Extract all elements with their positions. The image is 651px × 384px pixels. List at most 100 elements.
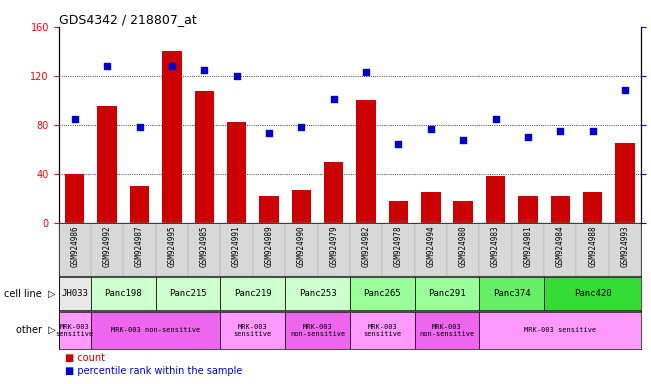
Bar bbox=[162, 51, 182, 223]
Bar bbox=[259, 196, 279, 223]
Text: Panc198: Panc198 bbox=[105, 289, 142, 298]
Point bbox=[102, 63, 113, 69]
Text: GSM924993: GSM924993 bbox=[620, 225, 630, 267]
Text: GSM924979: GSM924979 bbox=[329, 225, 339, 267]
Bar bbox=[518, 196, 538, 223]
Text: GSM924992: GSM924992 bbox=[103, 225, 111, 267]
Bar bbox=[285, 223, 318, 276]
Bar bbox=[551, 196, 570, 223]
Bar bbox=[479, 277, 544, 310]
Bar bbox=[382, 223, 415, 276]
Bar bbox=[195, 91, 214, 223]
Text: GSM924982: GSM924982 bbox=[361, 225, 370, 267]
Point bbox=[296, 124, 307, 130]
Text: cell line  ▷: cell line ▷ bbox=[4, 289, 55, 299]
Bar bbox=[415, 312, 479, 349]
Bar bbox=[227, 122, 246, 223]
Text: ■ percentile rank within the sample: ■ percentile rank within the sample bbox=[65, 366, 242, 376]
Bar bbox=[350, 223, 382, 276]
Point bbox=[393, 141, 404, 147]
Text: ■ count: ■ count bbox=[65, 353, 105, 363]
Bar bbox=[350, 277, 415, 310]
Bar bbox=[415, 277, 479, 310]
Text: GDS4342 / 218807_at: GDS4342 / 218807_at bbox=[59, 13, 197, 26]
Text: MRK-003 non-sensitive: MRK-003 non-sensitive bbox=[111, 327, 201, 333]
Bar bbox=[65, 174, 85, 223]
Bar bbox=[479, 223, 512, 276]
Text: Panc265: Panc265 bbox=[363, 289, 401, 298]
Bar bbox=[318, 223, 350, 276]
Text: GSM924983: GSM924983 bbox=[491, 225, 500, 267]
Point bbox=[361, 69, 371, 75]
Text: GSM924995: GSM924995 bbox=[167, 225, 176, 267]
Bar bbox=[454, 201, 473, 223]
Text: GSM924981: GSM924981 bbox=[523, 225, 533, 267]
Bar bbox=[447, 223, 479, 276]
Text: GSM924984: GSM924984 bbox=[556, 225, 565, 267]
Bar bbox=[123, 223, 156, 276]
Text: MRK-003
sensitive: MRK-003 sensitive bbox=[55, 324, 94, 337]
Point bbox=[587, 127, 598, 134]
Bar bbox=[156, 277, 221, 310]
Text: GSM924987: GSM924987 bbox=[135, 225, 144, 267]
Point bbox=[426, 126, 436, 132]
Text: GSM924978: GSM924978 bbox=[394, 225, 403, 267]
Bar bbox=[221, 277, 285, 310]
Bar bbox=[253, 223, 285, 276]
Point bbox=[167, 63, 177, 69]
Point bbox=[523, 134, 533, 140]
Text: MRK-003 sensitive: MRK-003 sensitive bbox=[524, 327, 596, 333]
Bar bbox=[415, 223, 447, 276]
Bar bbox=[91, 223, 123, 276]
Bar bbox=[91, 312, 221, 349]
Bar bbox=[583, 192, 602, 223]
Text: Panc215: Panc215 bbox=[169, 289, 207, 298]
Point bbox=[264, 129, 274, 136]
Bar bbox=[350, 312, 415, 349]
Text: JH033: JH033 bbox=[61, 289, 89, 298]
Bar bbox=[324, 162, 344, 223]
Text: other  ▷: other ▷ bbox=[16, 325, 55, 335]
Bar bbox=[59, 312, 91, 349]
Bar bbox=[91, 277, 156, 310]
Text: Panc219: Panc219 bbox=[234, 289, 271, 298]
Bar bbox=[544, 277, 641, 310]
Bar bbox=[389, 201, 408, 223]
Bar bbox=[577, 223, 609, 276]
Text: GSM924980: GSM924980 bbox=[459, 225, 467, 267]
Bar bbox=[59, 223, 91, 276]
Text: GSM924989: GSM924989 bbox=[264, 225, 273, 267]
Point bbox=[458, 137, 469, 144]
Point bbox=[199, 67, 210, 73]
Text: Panc291: Panc291 bbox=[428, 289, 466, 298]
Point bbox=[134, 124, 145, 130]
Text: GSM924986: GSM924986 bbox=[70, 225, 79, 267]
Text: Panc420: Panc420 bbox=[574, 289, 611, 298]
Bar bbox=[292, 190, 311, 223]
Bar bbox=[479, 312, 641, 349]
Text: MRK-003
non-sensitive: MRK-003 non-sensitive bbox=[290, 324, 345, 337]
Text: GSM924991: GSM924991 bbox=[232, 225, 241, 267]
Text: MRK-003
sensitive: MRK-003 sensitive bbox=[234, 324, 272, 337]
Bar bbox=[98, 106, 117, 223]
Point bbox=[555, 127, 566, 134]
Bar bbox=[356, 100, 376, 223]
Bar bbox=[486, 176, 505, 223]
Point bbox=[231, 73, 242, 79]
Text: MRK-003
non-sensitive: MRK-003 non-sensitive bbox=[419, 324, 475, 337]
Text: GSM924985: GSM924985 bbox=[200, 225, 209, 267]
Point bbox=[70, 116, 80, 122]
Bar bbox=[609, 223, 641, 276]
Bar bbox=[221, 223, 253, 276]
Text: Panc253: Panc253 bbox=[299, 289, 337, 298]
Text: MRK-003
sensitive: MRK-003 sensitive bbox=[363, 324, 402, 337]
Point bbox=[329, 96, 339, 103]
Point bbox=[620, 86, 630, 93]
Bar bbox=[59, 277, 91, 310]
Bar bbox=[221, 312, 285, 349]
Text: GSM924988: GSM924988 bbox=[589, 225, 597, 267]
Bar bbox=[512, 223, 544, 276]
Bar bbox=[615, 143, 635, 223]
Bar bbox=[130, 186, 149, 223]
Point bbox=[490, 116, 501, 122]
